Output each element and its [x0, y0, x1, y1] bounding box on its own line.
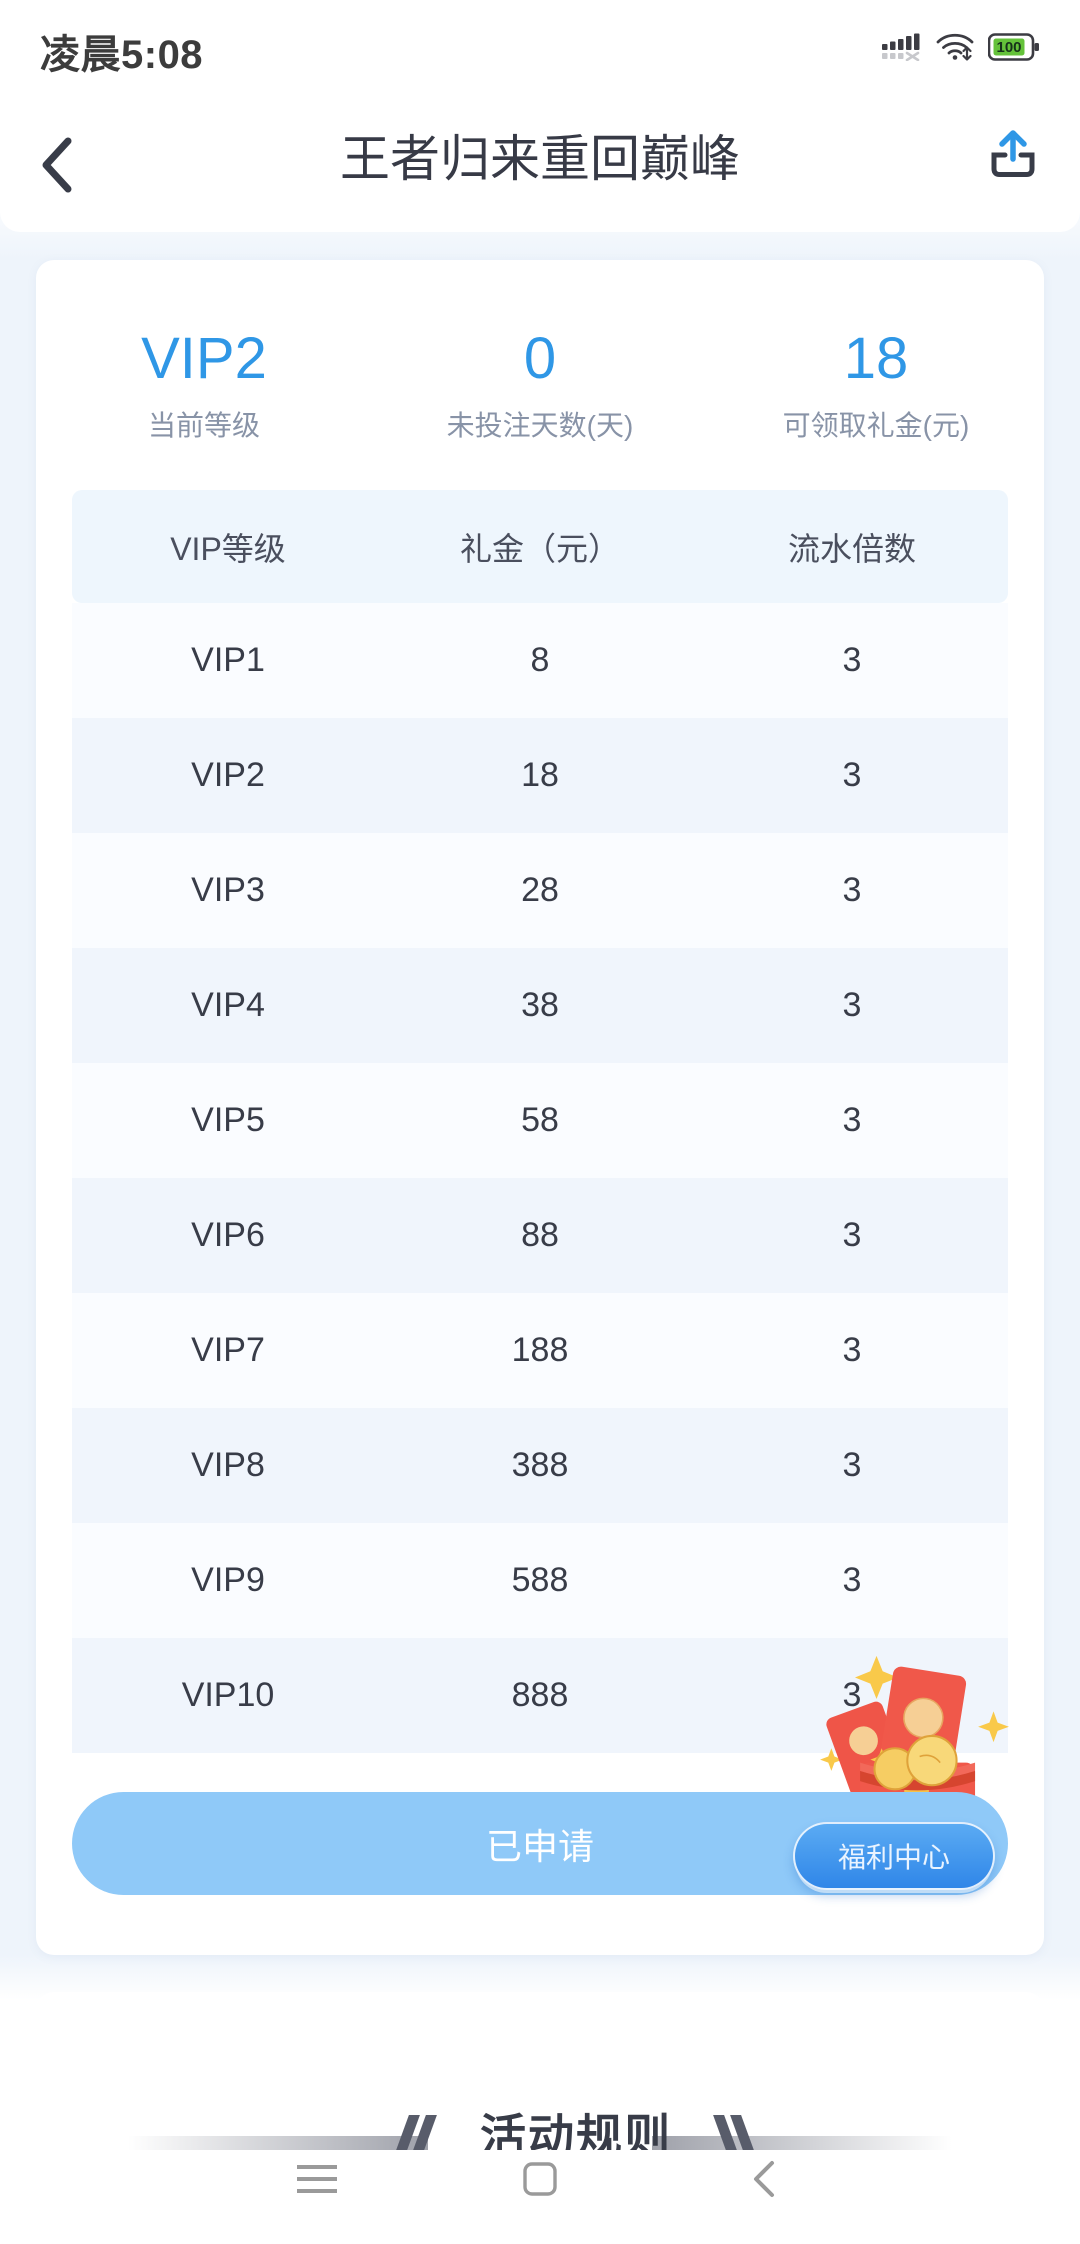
- svg-text:100: 100: [996, 39, 1021, 56]
